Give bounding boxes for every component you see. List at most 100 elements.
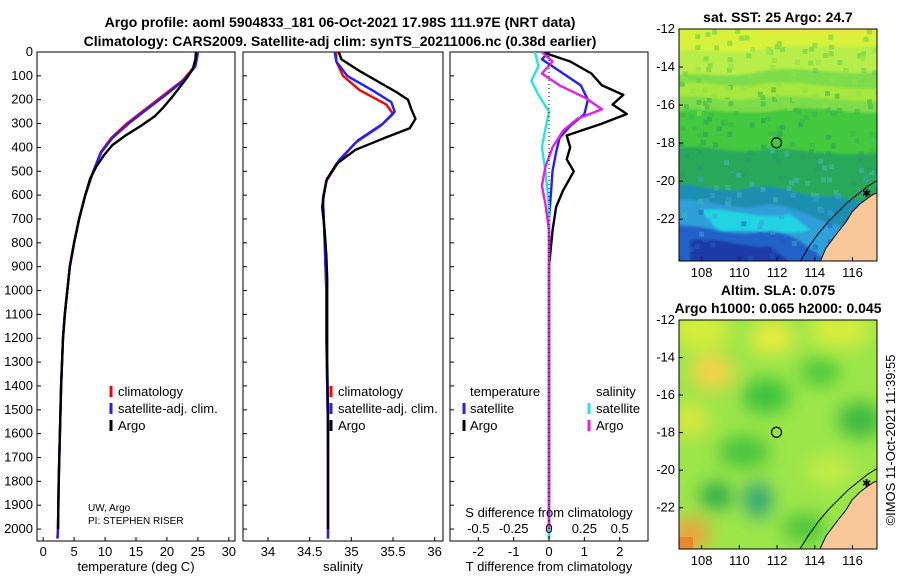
sst-pixel: [780, 47, 786, 53]
sst-pixel: [854, 108, 860, 114]
sst-pixel: [777, 126, 783, 132]
map-lat-tick-label: -16: [656, 387, 675, 402]
sst-pixel: [772, 153, 778, 159]
sst-pixel: [679, 81, 685, 87]
map-lon-tick-label: 114: [804, 265, 825, 280]
sst-pixel: [740, 171, 746, 177]
sst-pixel: [768, 130, 774, 136]
difference-x-ticks: -2 -1 0 1 2 -0.5 -0.25 0 0.25 0.5: [467, 521, 629, 559]
sst-pixel: [726, 196, 732, 202]
sst-pixel: [745, 158, 751, 164]
sst-pixel: [793, 107, 799, 113]
sst-pixel: [690, 88, 696, 94]
sst-pixel: [871, 48, 877, 54]
sst-pixel: [822, 103, 828, 109]
depth-tick-label: 1400: [4, 378, 33, 393]
sst-pixel: [707, 63, 713, 69]
sst-pixel: [684, 153, 690, 159]
sst-pixel: [723, 160, 729, 166]
sst-pixel: [869, 170, 875, 176]
depth-tick-label: 1300: [4, 354, 33, 369]
x-tick-label: 34: [261, 544, 275, 559]
sst-pixel: [827, 177, 832, 183]
s-diff-tick-label: -0.5: [467, 521, 489, 536]
sst-pixel: [772, 96, 778, 102]
sst-pixel: [766, 233, 772, 239]
sst-coastline: [799, 180, 877, 261]
figure-title-line1: Argo profile: aoml 5904833_181 06-Oct-20…: [105, 14, 576, 30]
sst-pixel: [697, 132, 703, 138]
depth-tick-label: 2000: [4, 521, 33, 536]
sst-pixel: [802, 49, 808, 54]
sst-pixel: [776, 159, 782, 165]
sst-pixel: [830, 213, 836, 219]
series-line-salinity-argo: [540, 52, 604, 530]
sst-pixel: [866, 167, 872, 173]
sst-pixel: [708, 112, 714, 118]
depth-tick-label: 1900: [4, 497, 33, 512]
sst-pixel: [815, 167, 820, 172]
legend-label-satellite: satellite-adj. clim.: [338, 401, 438, 416]
salinity-legend: climatology satellite-adj. clim. Argo: [329, 384, 438, 433]
sst-pixel: [776, 41, 782, 47]
depth-tick-label: 1200: [4, 330, 33, 345]
sst-pixel: [707, 116, 712, 122]
depth-tick-label: 500: [11, 163, 33, 178]
sst-pixel: [723, 119, 729, 125]
sst-pixel: [776, 82, 782, 88]
sst-pixel: [736, 172, 742, 178]
depth-tick-label: 400: [11, 139, 33, 154]
sst-pixel: [760, 101, 766, 107]
sst-pixel: [828, 51, 834, 57]
credit-line1: UW, Argo: [88, 503, 131, 514]
sst-pixel: [705, 32, 711, 37]
map-lat-tick-label: -22: [656, 211, 675, 226]
legend-label-s-argo: Argo: [596, 418, 623, 433]
sst-pixel: [761, 144, 767, 150]
sst-pixel: [815, 60, 821, 65]
sst-pixel: [843, 70, 849, 76]
sst-pixel: [679, 172, 685, 178]
sst-pixel: [695, 33, 701, 39]
sst-pixel: [694, 243, 700, 249]
sst-pixel: [741, 221, 747, 227]
sla-map-title-line2: Argo h1000: 0.065 h2000: 0.045: [674, 300, 881, 316]
sst-pixel: [813, 196, 819, 202]
sst-pixel: [739, 35, 745, 41]
sst-pixel: [706, 67, 712, 73]
sst-pixel: [823, 53, 829, 58]
sst-pixel: [713, 142, 719, 148]
sst-pixel: [794, 59, 800, 65]
sst-pixel: [858, 168, 864, 173]
sst-pixel: [747, 82, 753, 88]
sst-pixel: [850, 131, 856, 137]
sst-pixel: [861, 67, 867, 73]
sst-pixel: [724, 98, 730, 104]
s-diff-tick-label: -0.25: [499, 521, 529, 536]
sst-pixel: [733, 110, 739, 116]
map-lat-tick-label: -20: [656, 462, 675, 477]
sst-pixel: [700, 139, 706, 145]
series-line-argo: [56, 52, 198, 530]
x-tick-label: 35.5: [380, 544, 405, 559]
x-tick-label: 0: [40, 544, 47, 559]
sst-pixel: [728, 84, 734, 90]
sst-pixel: [875, 176, 877, 182]
sst-pixel: [698, 209, 704, 215]
map-lon-tick-label: 112: [767, 553, 788, 568]
sst-pixel: [697, 143, 703, 149]
sst-pixel: [821, 177, 826, 183]
sst-pixel: [833, 189, 839, 195]
sst-pixel: [861, 51, 866, 57]
legend-title-salinity: salinity: [596, 384, 636, 399]
sst-pixel: [680, 204, 686, 210]
sst-pixel: [703, 119, 709, 125]
sst-pixel: [805, 180, 811, 186]
sla-map: ✱: [679, 320, 877, 549]
sst-pixel: [859, 152, 865, 158]
map-lon-tick-label: 108: [691, 553, 713, 568]
map-lat-tick-label: -20: [656, 173, 675, 188]
sst-pixel: [860, 56, 866, 62]
salinity-axes: [242, 51, 444, 542]
sst-pixel: [746, 53, 752, 59]
